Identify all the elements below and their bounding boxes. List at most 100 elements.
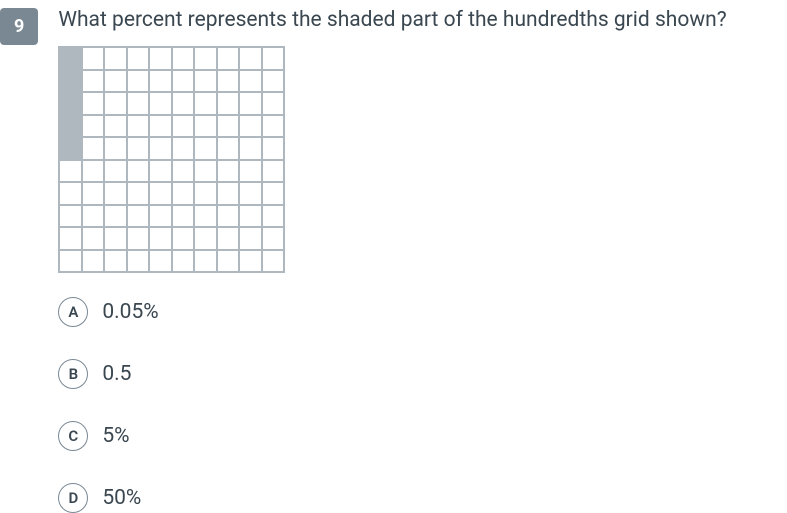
grid-cell — [59, 227, 82, 250]
grid-cell — [59, 92, 82, 115]
answer-option-c[interactable]: C 5% — [58, 421, 787, 451]
grid-cell — [149, 160, 172, 183]
grid-cell — [217, 115, 240, 138]
grid-cell — [59, 205, 82, 228]
grid-cell — [239, 92, 262, 115]
grid-cell — [262, 70, 285, 93]
answer-option-d[interactable]: D 50% — [58, 483, 787, 513]
grid-cell — [172, 92, 195, 115]
grid-cell — [194, 115, 217, 138]
grid-row — [59, 137, 284, 160]
grid-cell — [217, 137, 240, 160]
grid-cell — [239, 182, 262, 205]
grid-cell — [104, 227, 127, 250]
grid-cell — [127, 70, 150, 93]
option-text: 50% — [102, 486, 141, 510]
grid-cell — [194, 205, 217, 228]
grid-cell — [82, 205, 105, 228]
grid-row — [59, 182, 284, 205]
question-content: What percent represents the shaded part … — [58, 8, 787, 513]
grid-cell — [217, 250, 240, 273]
grid-cell — [239, 205, 262, 228]
answer-option-a[interactable]: A 0.05% — [58, 297, 787, 327]
grid-cell — [149, 70, 172, 93]
grid-cell — [194, 137, 217, 160]
grid-cell — [104, 115, 127, 138]
grid-cell — [239, 70, 262, 93]
grid-cell — [217, 182, 240, 205]
grid-cell — [172, 205, 195, 228]
grid-cell — [149, 137, 172, 160]
grid-cell — [172, 182, 195, 205]
grid-cell — [59, 47, 82, 70]
grid-cell — [104, 250, 127, 273]
grid-cell — [104, 160, 127, 183]
grid-cell — [149, 92, 172, 115]
grid-cell — [239, 47, 262, 70]
grid-cell — [194, 70, 217, 93]
grid-cell — [239, 250, 262, 273]
grid-row — [59, 250, 284, 273]
grid-cell — [82, 70, 105, 93]
grid-cell — [239, 160, 262, 183]
grid-cell — [194, 160, 217, 183]
grid-row — [59, 205, 284, 228]
grid-cell — [262, 137, 285, 160]
hundredths-grid — [58, 46, 285, 273]
grid-cell — [82, 115, 105, 138]
grid-cell — [82, 47, 105, 70]
grid-cell — [127, 205, 150, 228]
grid-cell — [262, 160, 285, 183]
grid-cell — [262, 250, 285, 273]
grid-cell — [217, 92, 240, 115]
grid-cell — [149, 115, 172, 138]
grid-cell — [127, 115, 150, 138]
grid-cell — [262, 92, 285, 115]
grid-cell — [59, 160, 82, 183]
option-letter: B — [58, 359, 88, 389]
grid-cell — [127, 47, 150, 70]
option-text: 5% — [102, 424, 129, 448]
grid-cell — [262, 182, 285, 205]
grid-cell — [194, 227, 217, 250]
grid-cell — [82, 160, 105, 183]
grid-cell — [127, 160, 150, 183]
grid-cell — [127, 92, 150, 115]
option-letter: D — [58, 483, 88, 513]
grid-row — [59, 70, 284, 93]
grid-row — [59, 160, 284, 183]
answer-options: A 0.05% B 0.5 C 5% D 50% — [58, 297, 787, 513]
option-letter: C — [58, 421, 88, 451]
grid-cell — [262, 227, 285, 250]
question-text: What percent represents the shaded part … — [58, 8, 787, 32]
grid-cell — [262, 47, 285, 70]
grid-cell — [194, 182, 217, 205]
grid-cell — [104, 70, 127, 93]
hundredths-grid-wrapper — [58, 46, 787, 273]
grid-cell — [217, 205, 240, 228]
grid-cell — [217, 227, 240, 250]
answer-option-b[interactable]: B 0.5 — [58, 359, 787, 389]
option-letter: A — [58, 297, 88, 327]
option-text: 0.05% — [102, 300, 158, 324]
grid-cell — [104, 182, 127, 205]
grid-cell — [59, 70, 82, 93]
grid-cell — [149, 227, 172, 250]
grid-cell — [82, 137, 105, 160]
grid-cell — [59, 182, 82, 205]
grid-cell — [172, 47, 195, 70]
grid-row — [59, 227, 284, 250]
grid-cell — [172, 137, 195, 160]
grid-cell — [59, 137, 82, 160]
grid-cell — [194, 92, 217, 115]
grid-cell — [239, 137, 262, 160]
option-text: 0.5 — [102, 362, 131, 386]
grid-cell — [104, 205, 127, 228]
grid-cell — [82, 92, 105, 115]
grid-cell — [104, 137, 127, 160]
grid-row — [59, 47, 284, 70]
grid-cell — [172, 115, 195, 138]
grid-cell — [104, 92, 127, 115]
grid-cell — [262, 115, 285, 138]
grid-cell — [149, 182, 172, 205]
